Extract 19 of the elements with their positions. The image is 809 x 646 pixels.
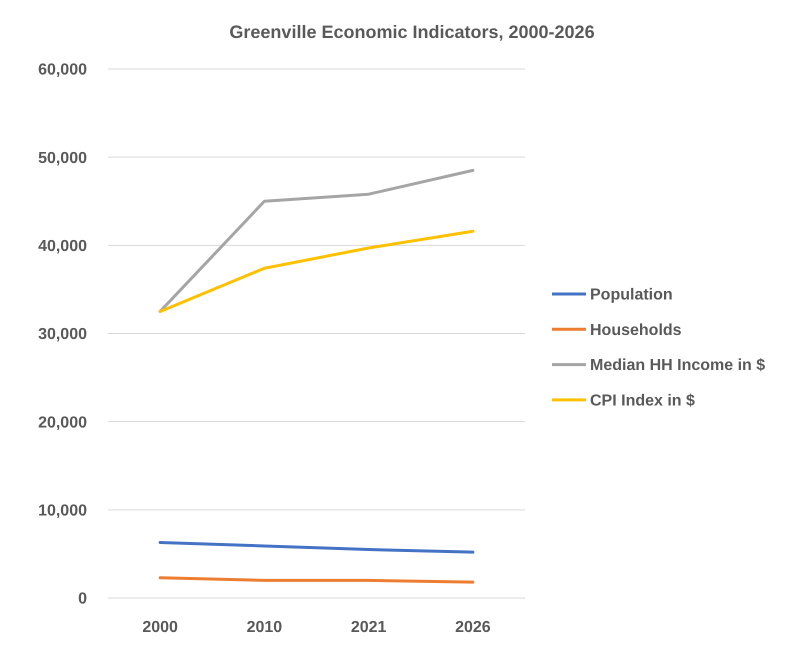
y-tick-label: 0 <box>78 590 88 608</box>
line-series <box>158 168 474 313</box>
legend-label: CPI Index in $ <box>590 392 696 410</box>
chart-title: Greenville Economic Indicators, 2000-2026 <box>229 22 595 42</box>
y-tick-label: 40,000 <box>38 238 88 255</box>
line-series <box>158 540 474 554</box>
x-tick-label: 2010 <box>246 619 282 636</box>
legend-label: Households <box>590 322 682 339</box>
y-tick-label: 20,000 <box>38 414 88 432</box>
line-series <box>158 230 474 313</box>
y-tick-label: 10,000 <box>38 502 88 520</box>
x-tick-label: 2026 <box>455 619 491 636</box>
x-tick-label: 2021 <box>350 619 387 636</box>
legend-label: Population <box>590 286 673 304</box>
y-tick-label: 30,000 <box>38 326 88 344</box>
y-tick-label: 60,000 <box>38 62 88 79</box>
legend-label: Median HH Income in $ <box>590 357 766 374</box>
y-tick-label: 50,000 <box>38 150 88 167</box>
x-tick-label: 2000 <box>142 619 178 636</box>
